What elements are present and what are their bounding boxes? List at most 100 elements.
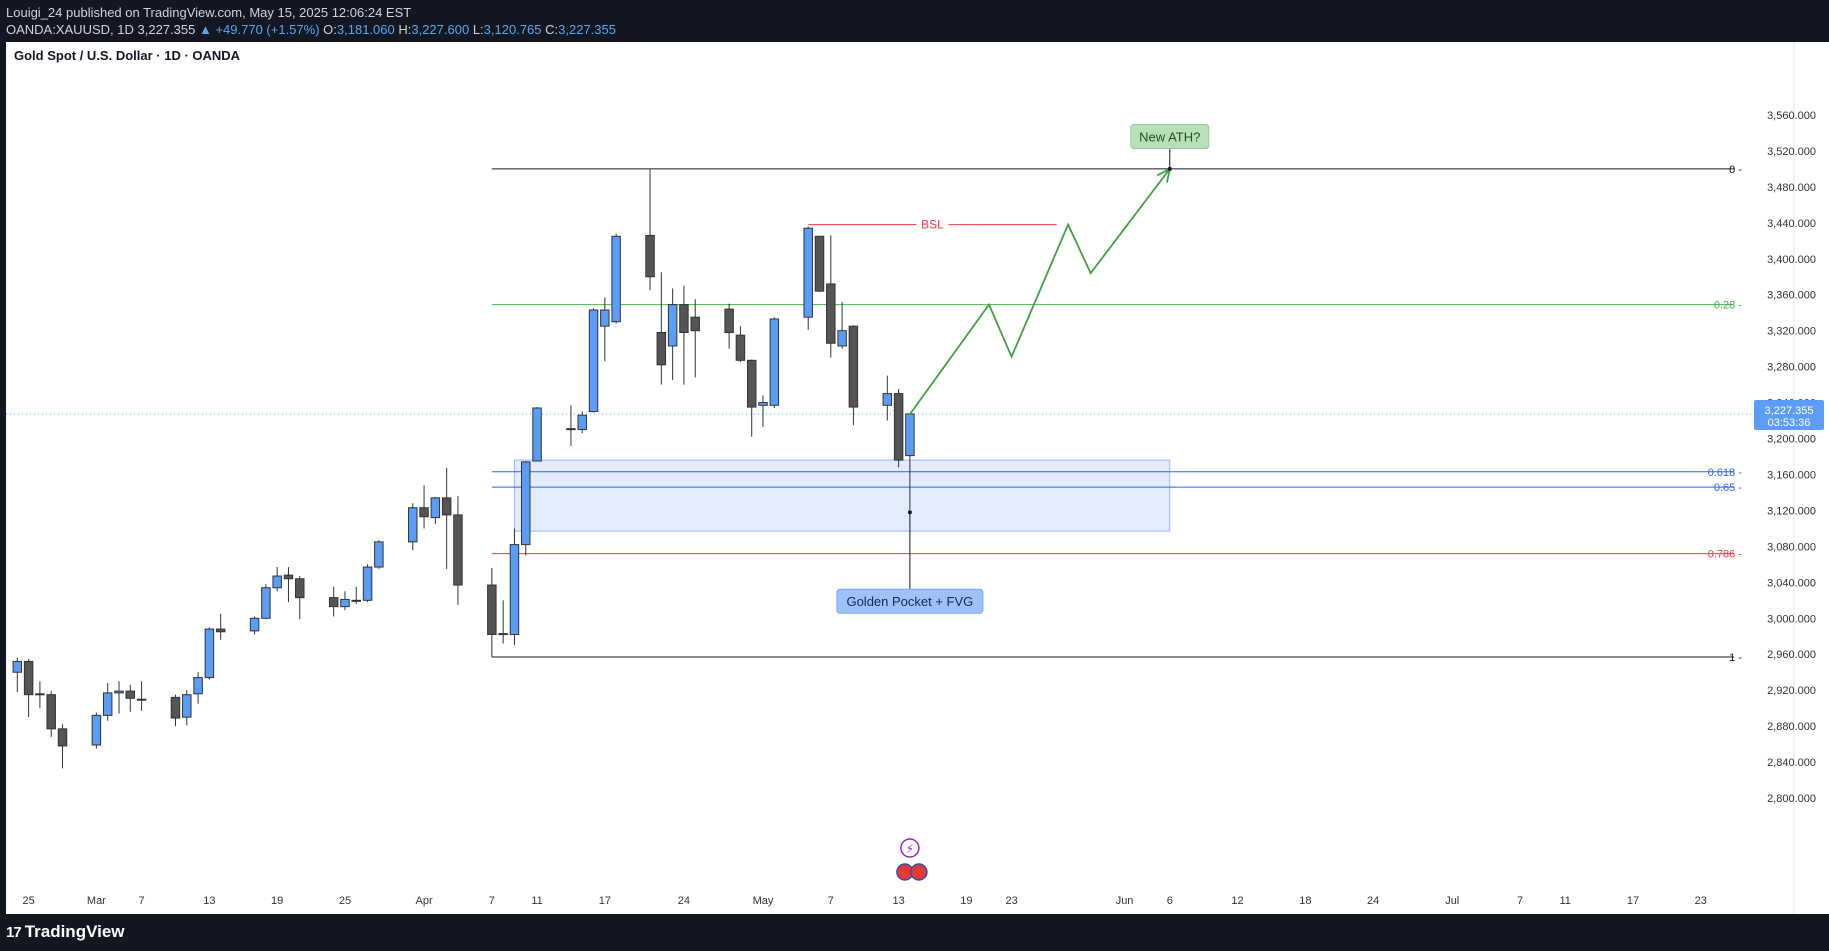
- chart-canvas[interactable]: Gold Spot / U.S. Dollar · 1D · OANDA 3,56…: [6, 42, 1829, 914]
- candle-bearish: [690, 316, 700, 332]
- x-tick-label: 7: [489, 895, 495, 907]
- last-price-badge: [1754, 399, 1824, 430]
- x-tick-label: 17: [599, 895, 611, 907]
- x-tick-label: Mar: [87, 895, 106, 907]
- open-label: O:: [323, 22, 337, 37]
- candle-bearish: [295, 578, 305, 599]
- candle-bullish: [566, 428, 576, 431]
- x-tick-label: 7: [139, 895, 145, 907]
- y-tick-label: 3,440.000: [1767, 218, 1816, 230]
- lightning-event-icon: [900, 838, 920, 858]
- gp-callout-box: [836, 588, 984, 614]
- bsl-label-bg: [916, 216, 949, 233]
- publisher-info: Louigi_24 published on TradingView.com, …: [6, 5, 412, 20]
- y-tick-label: 2,840.000: [1767, 757, 1816, 769]
- last-price: 3,227.355: [137, 22, 196, 37]
- candle-bullish: [374, 541, 384, 568]
- candle-bullish: [272, 575, 282, 589]
- y-tick-label: 3,080.000: [1767, 541, 1816, 553]
- x-tick-label: 23: [1695, 895, 1707, 907]
- fib-level-label: 0 -: [1729, 164, 1742, 176]
- y-tick-label: 3,280.000: [1767, 362, 1816, 374]
- us-flag-event-icon: [910, 863, 928, 881]
- candle-bullish: [430, 497, 441, 519]
- x-tick-label: Apr: [415, 895, 432, 907]
- candle-bullish: [667, 304, 678, 347]
- y-tick-label: 3,520.000: [1767, 146, 1816, 158]
- x-tick-label: Jul: [1445, 895, 1459, 907]
- projection-path: [909, 168, 1171, 415]
- candle-bullish: [102, 692, 113, 716]
- candle-bearish: [735, 334, 746, 361]
- candle-bearish: [814, 235, 825, 292]
- y-tick-label: 3,320.000: [1767, 326, 1816, 338]
- open-value: 3,181.060: [336, 22, 395, 37]
- x-tick-label: Jun: [1116, 895, 1134, 907]
- fib-level-label: 0.65 -: [1714, 482, 1742, 494]
- x-tick-label: 24: [678, 895, 690, 907]
- ath-callout-text: New ATH?: [1139, 130, 1200, 145]
- candle-bearish: [170, 696, 181, 719]
- candle-bullish: [521, 461, 531, 546]
- lightning-glyph-icon: ⚡: [906, 842, 914, 856]
- tradingview-logo[interactable]: 17 TradingView: [6, 922, 125, 942]
- candle-bearish: [283, 574, 294, 580]
- fvg-zone: [513, 459, 1171, 532]
- x-tick-label: 19: [960, 895, 972, 907]
- candle-bearish: [498, 633, 508, 636]
- x-tick-label: 6: [1167, 895, 1173, 907]
- y-tick-label: 3,400.000: [1767, 254, 1816, 266]
- candle-bearish: [46, 694, 56, 730]
- x-tick-label: 23: [1005, 895, 1017, 907]
- bsl-label: BSL: [921, 218, 944, 232]
- fib-level-label: 0.618 -: [1708, 467, 1743, 479]
- y-tick-label: 2,880.000: [1767, 721, 1816, 733]
- x-tick-label: 7: [1517, 895, 1523, 907]
- x-tick-label: 18: [1299, 895, 1311, 907]
- candle-bullish: [193, 677, 203, 695]
- candle-bullish: [837, 330, 847, 347]
- candle-bullish: [758, 402, 768, 406]
- candle-bullish: [340, 598, 350, 608]
- candle-bullish: [577, 414, 587, 431]
- candle-bullish: [362, 566, 373, 601]
- x-tick-label: 7: [828, 895, 834, 907]
- y-tick-label: 2,960.000: [1767, 649, 1816, 661]
- candle-bearish: [679, 304, 689, 333]
- candle-bullish: [249, 617, 260, 632]
- tradingview-logo-icon: 17: [6, 924, 22, 941]
- y-tick-label: 3,120.000: [1767, 505, 1816, 517]
- price-change: ▲ +49.770 (+1.57%): [198, 22, 320, 37]
- candle-bullish: [35, 693, 45, 696]
- fib-level-label: 0.28 -: [1714, 300, 1742, 312]
- publish-header: Louigi_24 published on TradingView.com, …: [0, 0, 1829, 42]
- x-tick-label: 25: [339, 895, 351, 907]
- x-tick-label: 19: [271, 895, 283, 907]
- candle-bullish: [509, 544, 520, 635]
- x-tick-label: 25: [22, 895, 34, 907]
- candle-bullish: [114, 690, 124, 694]
- last-price-badge-value: 3,227.355: [1765, 405, 1814, 417]
- candle-bearish: [487, 584, 497, 635]
- x-tick-label: May: [753, 895, 774, 907]
- y-tick-label: 3,200.000: [1767, 434, 1816, 446]
- close-label: C:: [545, 22, 559, 37]
- candle-bearish: [23, 660, 34, 696]
- chart-title: Gold Spot / U.S. Dollar · 1D · OANDA: [14, 48, 241, 63]
- candle-bullish: [91, 714, 102, 746]
- low-label: L:: [472, 22, 484, 37]
- last-price-badge-countdown: 03:53:36: [1768, 417, 1811, 429]
- candle-bullish: [769, 318, 780, 406]
- candle-bearish: [328, 597, 339, 608]
- symbol-name: OANDA:XAUUSD, 1D: [6, 22, 134, 37]
- candle-bullish: [408, 507, 418, 543]
- candle-bullish: [136, 698, 147, 701]
- candle-bullish: [261, 587, 271, 619]
- candle-bullish: [611, 235, 621, 323]
- gp-callout-text: Golden Pocket + FVG: [846, 594, 973, 609]
- candle-bullish: [532, 407, 542, 462]
- chart-pane[interactable]: Gold Spot / U.S. Dollar · 1D · OANDA 3,56…: [6, 42, 1829, 914]
- candle-bearish: [724, 308, 734, 333]
- ath-callout-box: [1130, 124, 1210, 150]
- fib-level-label: 1 -: [1729, 652, 1742, 664]
